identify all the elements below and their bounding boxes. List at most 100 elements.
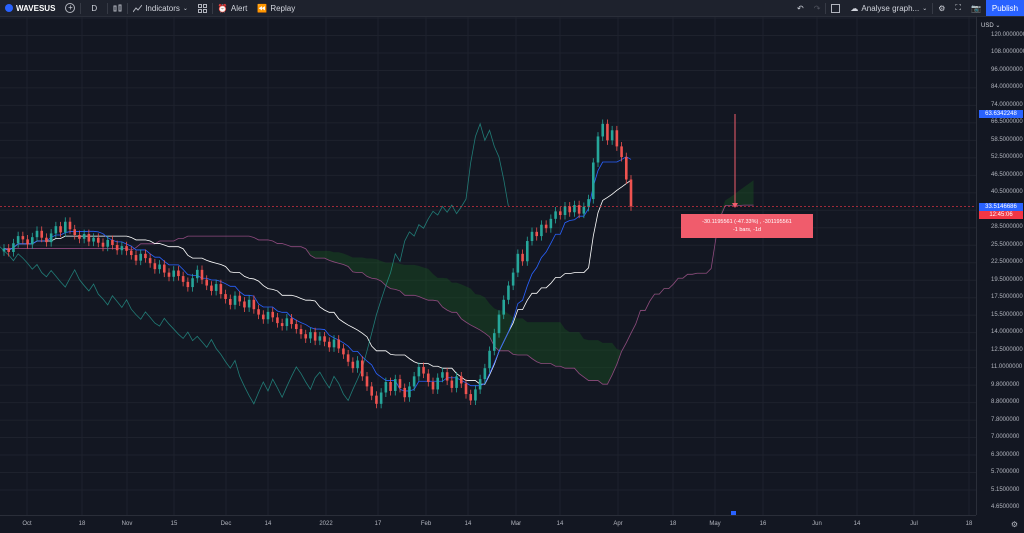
candle-body [49,233,53,243]
candle-body [478,379,482,390]
candle-body [582,206,586,214]
price-tick-label: 14.0000000 [991,329,1023,336]
candle-body [535,231,539,237]
candle-body [266,311,270,320]
candle-body [342,348,345,355]
candle-body [191,278,194,288]
price-tick-label: 22.5000000 [991,259,1023,266]
candle-body [620,146,623,158]
candle-body [26,239,29,245]
camera-icon: 📷 [971,3,981,13]
time-tick-label: 14 [556,521,564,527]
chart-style-button[interactable] [108,0,127,16]
fullscreen-button[interactable]: ⛶ [950,0,966,16]
price-tick-label: 9.8000000 [991,381,1020,388]
candle-body [139,253,143,261]
time-tick-label: 18 [78,521,86,527]
time-tick-label: 14 [464,521,472,527]
symbol-label: WAVESUS [16,3,56,13]
chart-settings-gear-icon[interactable]: ⚙ [1010,520,1018,529]
candle-body [54,226,58,234]
candle-body [346,354,350,362]
candle-body [304,334,308,339]
candle-body [436,377,440,390]
candle-body [417,366,421,377]
undo-icon: ↶ [797,3,804,13]
fullscreen-icon: ⛶ [955,3,962,12]
templates-button[interactable] [193,0,212,16]
current-price-label: 33.5146686 [979,203,1023,211]
chevron-down-icon: ⌄ [182,5,188,12]
candle-body [554,211,557,219]
price-axis[interactable]: USD ⌄ 120.0000000 108.0000000 96.0000000 84… [976,17,1024,515]
indicators-label: Indicators [145,3,180,13]
candle-body [483,368,487,380]
candle-body [389,382,392,391]
candle-body [68,221,72,230]
publish-button[interactable]: Publish [986,0,1024,16]
candle-body [299,329,303,335]
divider [932,2,934,14]
candle-body [474,389,477,401]
candle-body [167,272,171,277]
grid-icon [197,3,207,13]
compare-button[interactable]: + [60,0,80,16]
candle-body [426,373,430,383]
undo-button[interactable]: ↶ [792,0,809,16]
alarm-clock-icon: ⏰ [217,3,228,13]
candle-body [558,211,562,216]
replay-button[interactable]: ⏪ Replay [252,0,300,16]
plus-circle-icon: + [65,3,76,13]
candle-body [497,314,501,334]
candle-body [591,162,595,200]
top-toolbar: WAVESUS + D Indicators ⌄ ⏰ Alert ⏪ Repla… [0,0,1024,17]
redo-icon: ↷ [813,3,821,13]
time-tick-label: 15 [170,521,178,527]
measure-bars: -1 bars, -1d [732,227,762,233]
time-tick-label: 18 [669,521,677,527]
candle-body [224,294,227,299]
candle-body [601,123,605,137]
candle-body [16,236,20,244]
replay-label: Replay [270,3,296,13]
interval-button[interactable]: D [81,0,107,16]
time-axis[interactable]: Oct 18 Nov 15 Dec 14 2022 17 Feb 14 Mar 14 Apr 18 May 1… [0,515,976,533]
candle-body [186,281,190,288]
candle-body [210,285,213,291]
candle-body [21,236,25,240]
candle-body [549,218,553,229]
price-tick-label: 11.0000000 [991,364,1023,371]
candle-body [323,336,326,342]
candle-body [615,130,619,147]
symbol-logo-icon [5,4,13,12]
candle-body [129,250,133,256]
time-tick-label: May [709,521,721,527]
indicators-button[interactable]: Indicators ⌄ [128,0,193,16]
currency-label[interactable]: USD ⌄ [981,23,1001,29]
candle-body [35,230,39,238]
symbol-search[interactable]: WAVESUS [0,0,60,16]
settings-button[interactable]: ⚙ [933,0,950,16]
candle-body [356,360,359,369]
time-tick-label: 2022 [319,521,333,527]
candle-body [606,123,609,141]
candle-body [469,394,473,401]
layout-button[interactable] [826,0,845,16]
candle-body [120,246,124,251]
time-tick-label: Mar [510,521,522,527]
candle-body [40,230,44,238]
analyse-button[interactable]: ☁ Analyse graph... ⌄ [845,0,932,16]
candle-body [393,379,397,391]
price-tick-label: 120.0000000 [991,32,1024,38]
price-tick-label: 4.6500000 [991,504,1020,510]
candle-body [455,376,458,388]
redo-button[interactable]: ↷ [809,0,826,16]
conversion-line [3,156,632,392]
candle-body [181,276,185,282]
price-chart[interactable] [0,17,976,515]
high-price-label: 63.6342248 [979,110,1023,118]
snapshot-button[interactable]: 📷 [966,0,986,16]
candle-body [408,386,411,398]
candle-body [459,376,463,384]
alert-button[interactable]: ⏰ Alert [213,0,252,16]
